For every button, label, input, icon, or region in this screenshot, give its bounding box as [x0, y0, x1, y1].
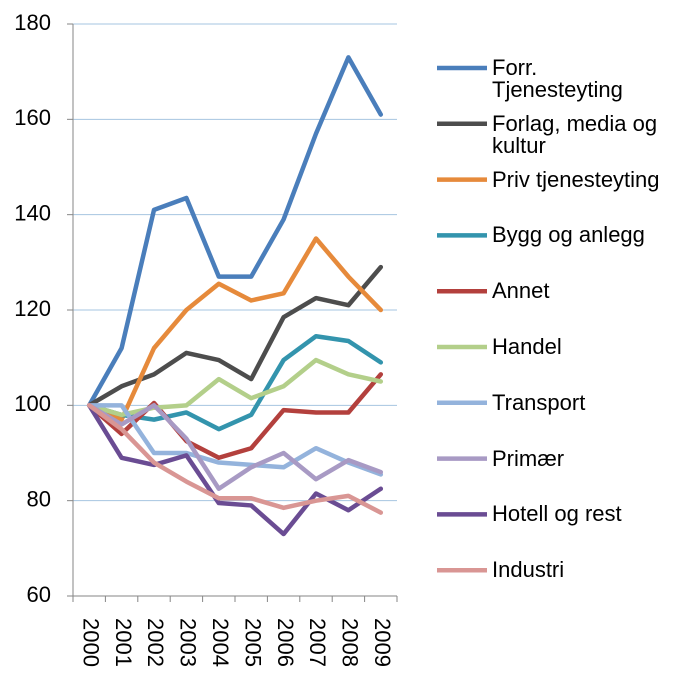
y-tick-label: 120 [14, 296, 51, 321]
series-line [86, 403, 384, 491]
x-tick-label: 2009 [370, 618, 395, 667]
y-tick-label: 80 [27, 486, 51, 511]
series-line [86, 55, 384, 408]
series-line [86, 236, 384, 422]
x-tick-label: 2007 [305, 618, 330, 667]
x-tick-label: 2001 [111, 618, 136, 667]
legend-label: Bygg og anlegg [492, 222, 645, 248]
legend-label: Transport [492, 389, 586, 415]
x-tick-label: 2000 [78, 618, 103, 667]
y-tick-label: 60 [27, 582, 51, 607]
series-line [86, 403, 384, 477]
y-tick-label: 160 [14, 105, 51, 130]
x-tick-label: 2006 [273, 618, 298, 667]
x-tick-label: 2005 [240, 618, 265, 667]
x-tick-label: 2003 [176, 618, 201, 667]
x-tick-label: 2002 [143, 618, 168, 667]
y-tick-label: 140 [14, 200, 51, 225]
series-line [86, 357, 384, 418]
series-line [86, 264, 384, 408]
legend-label: Industri [492, 557, 565, 583]
legend-label: Priv tjenesteyting [492, 166, 660, 192]
y-tick-label: 180 [14, 10, 51, 35]
legend-label: Forr. Tjenesteyting [492, 55, 623, 102]
legend-label: Forlag, media og kultur [492, 110, 658, 158]
series-line [86, 403, 384, 537]
y-tick-label: 100 [14, 391, 51, 416]
legend-label: Hotell og rest [492, 501, 622, 527]
x-tick-label: 2008 [338, 618, 363, 667]
series-line [86, 372, 384, 461]
series-line [86, 403, 384, 515]
legend-label: Annet [492, 278, 550, 304]
legend-label: Primær [492, 445, 565, 471]
legend-label: Handel [492, 334, 562, 359]
x-tick-label: 2004 [208, 618, 233, 667]
